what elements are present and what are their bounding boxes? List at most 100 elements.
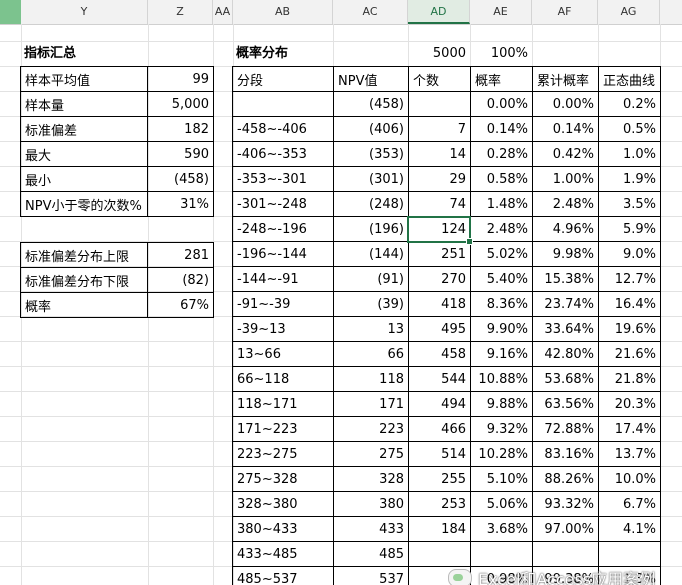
cell-probability[interactable]: 0.14%	[470, 116, 533, 142]
cell-probability[interactable]: 10.28%	[470, 441, 533, 467]
cell-probability[interactable]: 9.90%	[470, 316, 533, 342]
cell-cumulative[interactable]: 42.80%	[532, 341, 599, 367]
cell-count[interactable]	[408, 91, 471, 117]
cell-bin[interactable]: 118~171	[232, 391, 334, 417]
cell-npv[interactable]: 328	[333, 466, 409, 492]
summary-label[interactable]: 样本平均值	[20, 66, 148, 92]
header-npv[interactable]: NPV值	[333, 66, 409, 92]
cell-bin[interactable]: -406~-353	[232, 141, 334, 167]
cell-bin[interactable]: -91~-39	[232, 291, 334, 317]
summary-label[interactable]: 标准偏差	[20, 116, 148, 142]
cell-bin[interactable]: -39~13	[232, 316, 334, 342]
cell-probability[interactable]: 1.48%	[470, 191, 533, 217]
cell-bin[interactable]: 485~537	[232, 566, 334, 585]
cell-npv[interactable]: 380	[333, 491, 409, 517]
cell-normal[interactable]: 21.8%	[598, 366, 661, 392]
cell-count[interactable]: 270	[408, 266, 471, 292]
cell-bin[interactable]	[232, 91, 334, 117]
cell-normal[interactable]: 16.4%	[598, 291, 661, 317]
cell-count[interactable]: 184	[408, 516, 471, 542]
cell-cumulative[interactable]: 9.98%	[532, 241, 599, 267]
cell-cumulative[interactable]: 1.00%	[532, 166, 599, 192]
cell-npv[interactable]: 13	[333, 316, 409, 342]
header-count[interactable]: 个数	[408, 66, 471, 92]
cell-normal[interactable]: 0.2%	[598, 91, 661, 117]
cell-probability[interactable]: 5.02%	[470, 241, 533, 267]
header-probability[interactable]: 概率	[470, 66, 533, 92]
cell-normal[interactable]: 13.7%	[598, 441, 661, 467]
cell-count[interactable]: 29	[408, 166, 471, 192]
cell-npv[interactable]: (91)	[333, 266, 409, 292]
cell-npv[interactable]: (196)	[333, 216, 409, 242]
cell-bin[interactable]: 275~328	[232, 466, 334, 492]
cell-count[interactable]	[408, 541, 471, 567]
bounds-label[interactable]: 概率	[20, 292, 148, 318]
summary-label[interactable]: 最大	[20, 141, 148, 167]
summary-label[interactable]: NPV小于零的次数%	[20, 191, 148, 217]
header-bin[interactable]: 分段	[232, 66, 334, 92]
cell-bin[interactable]: -144~-91	[232, 266, 334, 292]
cell-count[interactable]: 418	[408, 291, 471, 317]
cell-cumulative[interactable]: 99.38%	[532, 566, 599, 585]
cell-bin[interactable]: 433~485	[232, 541, 334, 567]
cell-normal[interactable]: 5.9%	[598, 216, 661, 242]
cell-count[interactable]: 495	[408, 316, 471, 342]
cell-probability[interactable]: 5.40%	[470, 266, 533, 292]
cell-bin[interactable]: -301~-248	[232, 191, 334, 217]
cell-npv[interactable]: 223	[333, 416, 409, 442]
summary-label[interactable]: 最小	[20, 166, 148, 192]
header-cumulative[interactable]: 累计概率	[532, 66, 599, 92]
bounds-label[interactable]: 标准偏差分布上限	[20, 242, 148, 268]
summary-value[interactable]: (458)	[147, 166, 214, 192]
cell-bin[interactable]: -248~-196	[232, 216, 334, 242]
cell-probability[interactable]: 9.16%	[470, 341, 533, 367]
cell-normal[interactable]: 3.5%	[598, 191, 661, 217]
summary-value[interactable]: 99	[147, 66, 214, 92]
cell-cumulative[interactable]: 0.14%	[532, 116, 599, 142]
cell-cumulative[interactable]: 0.42%	[532, 141, 599, 167]
cell-npv[interactable]: 433	[333, 516, 409, 542]
summary-value[interactable]: 31%	[147, 191, 214, 217]
cell-probability[interactable]: 8.36%	[470, 291, 533, 317]
cell-count[interactable]: 253	[408, 491, 471, 517]
cell-probability[interactable]: 2.48%	[470, 216, 533, 242]
cell-probability[interactable]: 9.88%	[470, 391, 533, 417]
cell-count[interactable]: 466	[408, 416, 471, 442]
cell-cumulative[interactable]: 23.74%	[532, 291, 599, 317]
cell-bin[interactable]: 328~380	[232, 491, 334, 517]
cell-bin[interactable]: -458~-406	[232, 116, 334, 142]
cell-probability[interactable]: 5.06%	[470, 491, 533, 517]
cell-cumulative[interactable]: 15.38%	[532, 266, 599, 292]
cell-normal[interactable]: 21.6%	[598, 341, 661, 367]
cell-count[interactable]: 74	[408, 191, 471, 217]
column-header-ad[interactable]: AD	[408, 0, 470, 24]
column-header-ab[interactable]: AB	[233, 0, 333, 24]
cell-cumulative[interactable]: 0.00%	[532, 91, 599, 117]
cell-count[interactable]: 514	[408, 441, 471, 467]
cell-probability[interactable]: 0.28%	[470, 141, 533, 167]
cell-count[interactable]: 494	[408, 391, 471, 417]
cell-normal[interactable]: 1.9%	[598, 166, 661, 192]
summary-value[interactable]: 5,000	[147, 91, 214, 117]
column-header-aa[interactable]: AA	[213, 0, 233, 24]
column-header-ag[interactable]: AG	[598, 0, 660, 24]
cell-count[interactable]: 544	[408, 366, 471, 392]
cell-count[interactable]: 458	[408, 341, 471, 367]
cell-bin[interactable]: 223~275	[232, 441, 334, 467]
cell-normal[interactable]	[598, 541, 661, 567]
cell-npv[interactable]: 485	[333, 541, 409, 567]
cell-bin[interactable]: 380~433	[232, 516, 334, 542]
cell-npv[interactable]: 537	[333, 566, 409, 585]
cell-npv[interactable]: (458)	[333, 91, 409, 117]
cell-npv[interactable]: (39)	[333, 291, 409, 317]
cell-normal[interactable]: 9.0%	[598, 241, 661, 267]
cell-npv[interactable]: (301)	[333, 166, 409, 192]
cell-npv[interactable]: (248)	[333, 191, 409, 217]
cell-npv[interactable]: (144)	[333, 241, 409, 267]
cell-normal[interactable]: 4.1%	[598, 516, 661, 542]
cell-normal[interactable]: 17.4%	[598, 416, 661, 442]
cell-normal[interactable]: 6.7%	[598, 491, 661, 517]
cell-npv[interactable]: (353)	[333, 141, 409, 167]
cell-probability[interactable]: 0.58%	[470, 166, 533, 192]
cell-npv[interactable]: 118	[333, 366, 409, 392]
